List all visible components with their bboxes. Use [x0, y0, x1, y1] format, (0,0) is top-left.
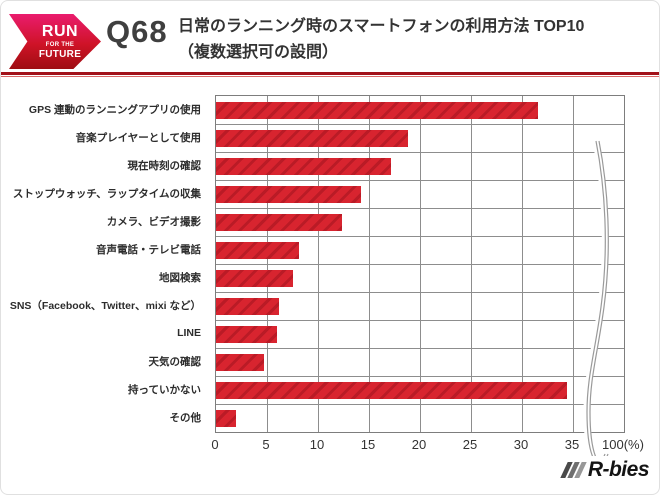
horizontal-gridline [216, 152, 624, 153]
question-number: Q68 [106, 14, 168, 49]
bar [216, 297, 280, 315]
logo-text-future: FUTURE [38, 48, 82, 60]
horizontal-gridline [216, 376, 624, 377]
rbies-logo: R-bies [560, 458, 650, 482]
category-label: 音声電話・テレビ電話 [96, 243, 201, 256]
category-label: カメラ、ビデオ撮影 [106, 215, 201, 228]
horizontal-gridline [216, 236, 624, 237]
page-subtitle: （複数選択可の設問） [178, 44, 339, 61]
run-for-the-future-logo: RUN FOR THE FUTURE [9, 14, 101, 69]
x-axis-tick: 20 [411, 437, 427, 452]
x-axis-tick: 35 [564, 437, 580, 452]
bar [216, 353, 264, 371]
logo-text-run: RUN [41, 22, 79, 40]
bar [216, 157, 392, 175]
category-label: SNS（Facebook、Twitter、mixi など） [9, 299, 201, 312]
category-label: ストップウォッチ、ラップタイムの収集 [12, 187, 201, 200]
category-label: その他 [169, 411, 202, 424]
category-label: 音楽プレイヤーとして使用 [75, 131, 201, 144]
x-axis-tick: 100(%) [602, 437, 644, 452]
horizontal-gridline [216, 264, 624, 265]
category-label: GPS 連動のランニングアプリの使用 [28, 103, 201, 116]
title-block: 日常のランニング時のスマートフォンの利用方法 TOP10 （複数選択可の設問） [178, 14, 584, 66]
header-divider [1, 72, 659, 81]
category-label: 天気の確認 [148, 355, 202, 368]
logo-text-for-the: FOR THE [45, 41, 75, 48]
bar [216, 381, 567, 399]
page-title: 日常のランニング時のスマートフォンの利用方法 TOP10 [178, 18, 585, 35]
category-label: 現在時刻の確認 [127, 159, 202, 172]
bar-chart: GPS 連動のランニングアプリの使用音楽プレイヤーとして使用現在時刻の確認ストッ… [1, 81, 659, 456]
bar [216, 269, 293, 287]
category-label: 持っていかない [128, 383, 201, 396]
category-label: LINE [177, 327, 201, 339]
bar [216, 325, 278, 343]
rbies-wordmark: R-bies [587, 458, 650, 481]
bar [216, 213, 343, 231]
bar [216, 129, 408, 147]
horizontal-gridline [216, 404, 624, 405]
x-axis-tick: 30 [513, 437, 529, 452]
bar [216, 241, 299, 259]
x-axis-tick: 0 [211, 437, 219, 452]
horizontal-gridline [216, 348, 624, 349]
bar [216, 101, 539, 119]
horizontal-gridline [216, 292, 624, 293]
x-axis-tick: 5 [262, 437, 270, 452]
bar [216, 409, 237, 427]
horizontal-gridline [216, 124, 624, 125]
category-label: 地図検索 [159, 271, 201, 284]
x-axis-tick: 10 [309, 437, 325, 452]
plot-area [215, 95, 625, 433]
horizontal-gridline [216, 208, 624, 209]
horizontal-gridline [216, 180, 624, 181]
bar [216, 185, 361, 203]
x-axis-tick: 15 [360, 437, 376, 452]
x-axis-tick: 25 [462, 437, 478, 452]
horizontal-gridline [216, 320, 624, 321]
